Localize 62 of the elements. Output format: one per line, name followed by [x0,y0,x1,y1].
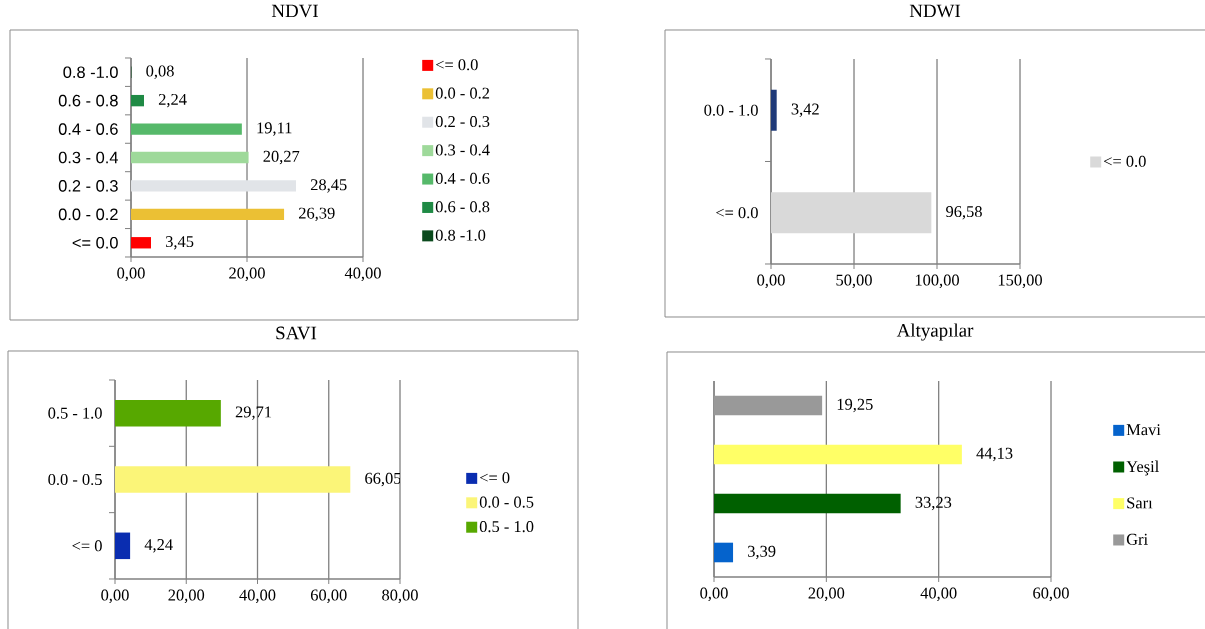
x-tick-label: 0,00 [101,589,129,603]
legend-label: Gri [1126,533,1148,545]
chart-title: Altyapılar [896,323,974,341]
legend-label: <= 0 [480,472,510,484]
y-tick-label: 0.8 -1.0 [63,66,118,79]
y-tick-label: 0.2 - 0.3 [58,180,118,192]
y-tick-label: 0.5 - 1.0 [48,407,102,419]
chart-title: NDWI [909,4,961,18]
data-label: 28,45 [310,179,347,193]
x-tick-label: 60,00 [310,589,347,603]
x-tick-label: 40,00 [344,267,381,281]
y-tick-label: 0.6 - 0.8 [58,94,118,107]
data-label: 0,08 [146,65,174,79]
data-label: 33,23 [915,496,952,511]
chart-title: SAVI [276,326,317,340]
data-label: 4,24 [144,539,173,553]
data-label: 2,24 [158,93,187,108]
legend-label: 0.5 - 1.0 [479,521,534,533]
data-label: 19,11 [257,122,292,136]
x-tick-label: 0,00 [757,274,785,288]
data-label: 20,27 [263,150,300,165]
data-label: 66,05 [365,472,401,487]
x-tick-label: 20,00 [808,587,845,601]
legend-label: 0.2 - 0.3 [435,116,490,128]
legend-label: 0.4 - 0.6 [435,172,490,184]
x-tick-label: 20,00 [229,267,265,281]
x-tick-label: 0,00 [117,267,145,281]
legend-label: <= 0.0 [1104,155,1146,167]
x-tick-label: 40,00 [920,587,957,601]
x-tick-label: 0,00 [700,587,728,601]
data-label: 3,42 [791,103,819,117]
legend-label: 0.6 - 0.8 [435,201,490,213]
legend-label: Sarı [1127,497,1153,509]
data-label: 44,13 [976,447,1013,462]
data-label: 26,39 [298,207,335,222]
legend-label: 0.8 -1.0 [435,229,486,241]
legend-label: 0.0 - 0.2 [435,87,490,99]
y-tick-label: 0.0 - 0.2 [58,208,118,221]
y-tick-label: <= 0 [72,540,102,552]
legend-label: 0.3 - 0.4 [435,144,490,156]
data-label: 19,25 [837,398,873,413]
legend-label: Yeşil [1126,460,1159,476]
x-tick-label: 150,00 [998,274,1042,288]
legend-label: <= 0.0 [436,59,478,71]
y-tick-label: 0.4 - 0.6 [58,123,118,135]
x-tick-label: 60,00 [1033,587,1069,601]
chart-title: NDVI [271,4,318,18]
data-label: 96,58 [946,206,982,220]
x-tick-label: 50,00 [836,274,872,288]
x-tick-label: 100,00 [915,274,959,288]
y-tick-label: 0.0 - 0.5 [48,473,102,486]
x-tick-label: 40,00 [239,589,276,603]
legend-label: 0.0 - 0.5 [479,496,534,508]
data-label: 29,71 [235,406,272,420]
legend-label: Mavi [1126,424,1161,436]
x-tick-label: 20,00 [168,589,205,603]
x-tick-label: 80,00 [382,589,418,603]
y-tick-label: <= 0.0 [72,236,118,249]
data-label: 3,45 [166,236,194,250]
data-label: 3,39 [748,545,776,560]
y-tick-label: 0.0 - 1.0 [704,104,758,116]
y-tick-label: 0.3 - 0.4 [58,151,118,164]
